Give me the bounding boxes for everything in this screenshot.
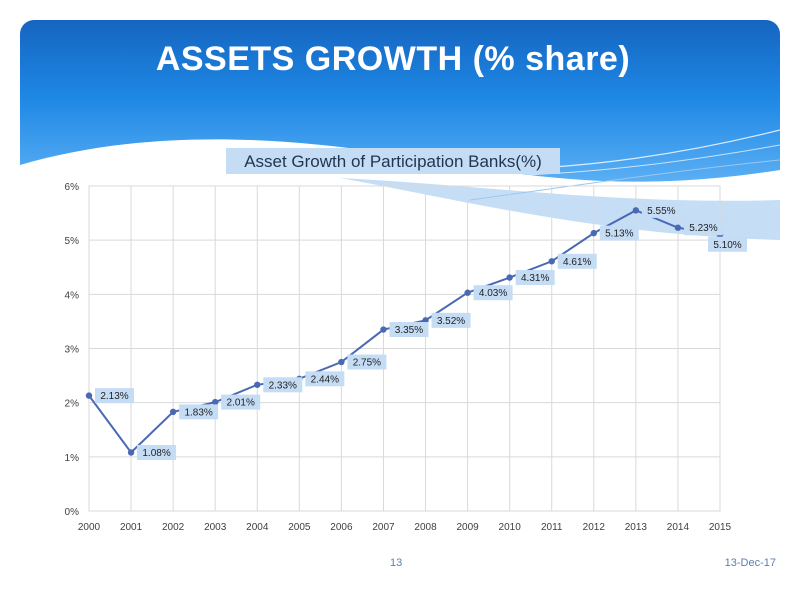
x-tick-label: 2013 [625, 522, 648, 533]
data-label-background [708, 236, 747, 252]
x-tick-label: 2004 [246, 522, 269, 533]
y-tick-label: 1% [65, 453, 80, 464]
x-tick-label: 2003 [204, 522, 227, 533]
data-point [127, 449, 135, 456]
slide-date: 13-Dec-17 [724, 557, 776, 569]
data-label: 4.31% [521, 273, 549, 284]
x-tick-label: 2007 [372, 522, 395, 533]
data-point [506, 274, 513, 281]
data-label: 5.23% [689, 223, 717, 234]
data-point [169, 408, 177, 416]
chart-title: Asset Growth of Participation Banks(%) [244, 152, 542, 171]
chart-title-background [226, 148, 560, 174]
data-label-background [347, 354, 387, 370]
data-point [212, 398, 219, 406]
y-tick-label: 2% [65, 399, 80, 410]
data-point [254, 381, 261, 388]
data-point [85, 392, 93, 399]
data-point [464, 289, 471, 296]
data-label-background [473, 285, 513, 301]
data-label-background [431, 312, 471, 328]
y-tick-label: 4% [65, 290, 80, 301]
data-label-background [599, 225, 639, 241]
data-point [590, 229, 597, 237]
y-tick-label: 6% [65, 182, 80, 193]
data-point [422, 317, 429, 324]
data-label-background [683, 220, 723, 236]
background-wave-line [469, 159, 781, 201]
x-tick-label: 2015 [709, 522, 732, 533]
data-label: 2.01% [227, 398, 255, 409]
x-tick-label: 2008 [414, 522, 437, 533]
data-label: 5.10% [713, 240, 741, 251]
data-label: 4.61% [563, 257, 591, 268]
x-tick-label: 2006 [330, 522, 353, 533]
data-label: 2.33% [269, 380, 297, 391]
page-number: 13 [390, 557, 403, 569]
data-point [338, 358, 345, 366]
data-point [674, 224, 682, 231]
y-tick-label: 5% [65, 236, 80, 247]
x-tick-label: 2010 [499, 522, 522, 533]
data-label-background [557, 253, 597, 269]
x-tick-label: 2005 [288, 522, 311, 533]
data-label-background [515, 270, 555, 286]
data-label-background [137, 445, 177, 460]
data-label-background [95, 388, 134, 404]
data-label: 3.35% [395, 325, 423, 336]
x-tick-label: 2011 [541, 522, 563, 533]
data-label-background [389, 322, 429, 338]
x-tick-label: 2012 [583, 522, 606, 533]
data-label: 2.13% [100, 391, 128, 402]
x-tick-label: 2009 [456, 522, 479, 533]
data-label: 1.08% [142, 448, 170, 459]
slide-title: ASSETS GROWTH (% share) [155, 40, 631, 78]
data-label: 2.44% [311, 374, 339, 385]
data-label: 4.03% [479, 288, 507, 299]
data-label-background [179, 404, 219, 420]
x-tick-label: 2014 [667, 522, 690, 533]
data-point [548, 258, 555, 265]
x-tick-label: 2002 [162, 522, 185, 533]
data-label: 1.83% [184, 407, 212, 418]
data-label: 3.52% [437, 316, 465, 327]
x-tick-label: 2000 [78, 522, 101, 533]
data-label-background [263, 377, 303, 393]
data-label-background [305, 371, 345, 387]
data-label: 5.13% [605, 229, 633, 240]
data-label-background [641, 202, 681, 218]
data-label: 2.75% [353, 358, 381, 369]
x-tick-label: 2001 [120, 522, 143, 533]
y-tick-label: 0% [65, 507, 80, 518]
data-label: 5.55% [647, 206, 675, 217]
data-point [632, 207, 640, 214]
data-point [380, 326, 387, 333]
data-label-background [221, 394, 261, 410]
y-tick-label: 3% [65, 345, 80, 356]
